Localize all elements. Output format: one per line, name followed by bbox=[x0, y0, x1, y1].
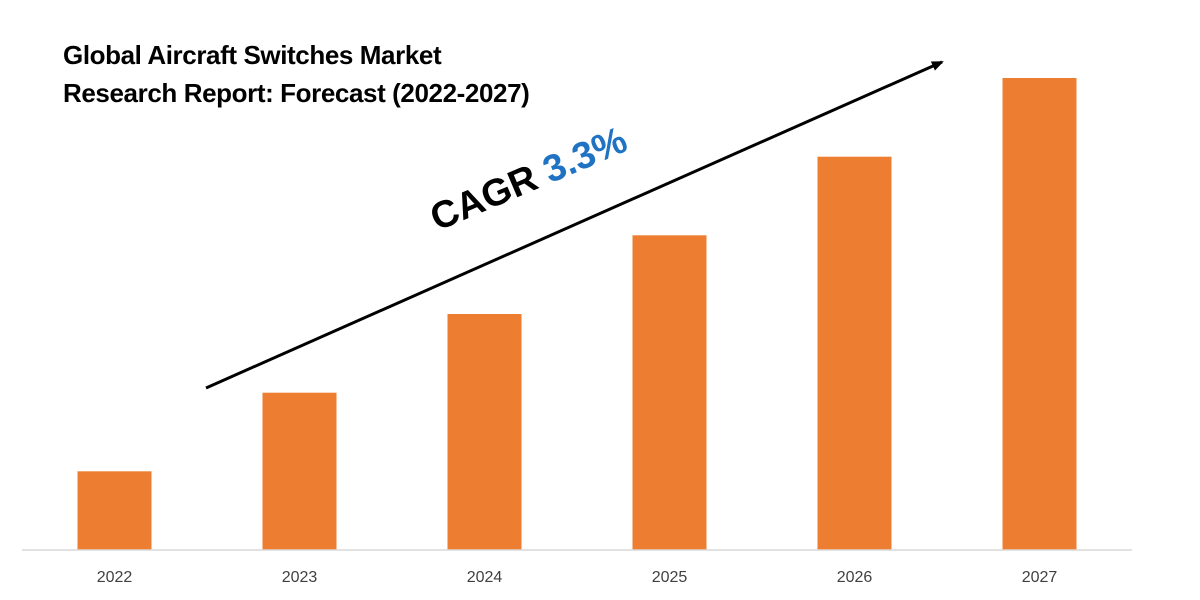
growth-trend-arrow bbox=[205, 60, 944, 390]
bar-2025 bbox=[632, 235, 707, 551]
chart-title: Global Aircraft Switches Market Research… bbox=[63, 36, 623, 112]
bar-2026 bbox=[817, 156, 892, 550]
x-tick-label-2023: 2023 bbox=[282, 569, 318, 586]
x-tick-label-2022: 2022 bbox=[97, 569, 133, 586]
bar-2027 bbox=[1002, 78, 1077, 550]
x-axis-tick-labels: 2022 2023 2024 2025 2026 2027 bbox=[97, 569, 1058, 586]
x-tick-label-2027: 2027 bbox=[1022, 569, 1058, 586]
bar-2023 bbox=[262, 392, 337, 550]
chart-title-line-1: Global Aircraft Switches Market bbox=[63, 40, 442, 70]
chart-title-line-2: Research Report: Forecast (2022-2027) bbox=[63, 78, 530, 108]
bars bbox=[77, 78, 1077, 551]
x-tick-label-2024: 2024 bbox=[467, 569, 503, 586]
bar-2022 bbox=[77, 471, 152, 550]
x-tick-label-2025: 2025 bbox=[652, 569, 688, 586]
x-tick-label-2026: 2026 bbox=[837, 569, 873, 586]
bar-2024 bbox=[447, 314, 522, 550]
